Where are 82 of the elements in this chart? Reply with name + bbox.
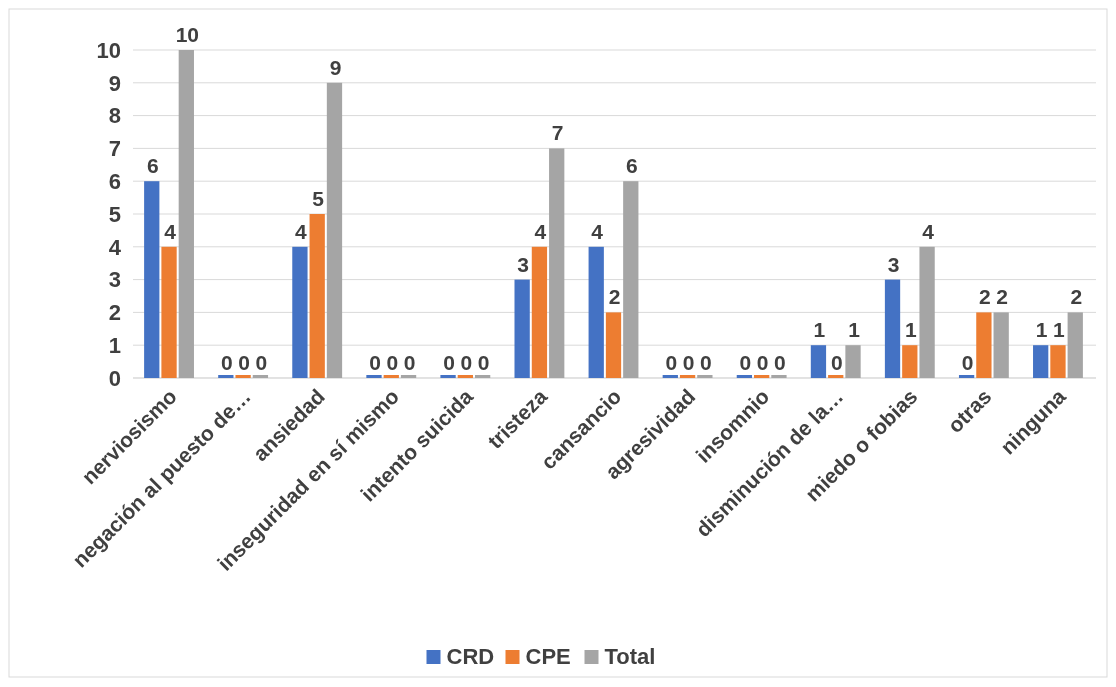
data-label: 4: [534, 219, 547, 243]
data-label: 4: [295, 219, 308, 243]
data-label: 2: [1070, 285, 1083, 309]
data-label: 10: [175, 23, 199, 46]
bar: [366, 375, 382, 378]
data-label: 4: [591, 219, 604, 243]
bar: [958, 375, 975, 378]
data-label: 0: [255, 351, 268, 374]
data-label: 0: [700, 351, 712, 374]
y-tick-label: 3: [108, 267, 121, 293]
y-tick-label: 7: [108, 136, 121, 162]
data-label: 1: [1053, 318, 1066, 342]
bar: [588, 246, 604, 378]
bar: [457, 375, 473, 378]
data-label: 3: [887, 252, 900, 276]
legend-label: CPE: [525, 644, 571, 669]
data-label: 3: [517, 252, 529, 276]
data-label: 0: [460, 351, 473, 374]
data-label: 0: [477, 351, 490, 374]
y-tick-label: 1: [108, 332, 121, 358]
data-label: 1: [813, 318, 826, 342]
data-label: 1: [904, 318, 917, 342]
data-label: 0: [665, 351, 678, 374]
data-label: 0: [682, 351, 695, 374]
data-label: 2: [979, 285, 991, 309]
bar: [828, 375, 844, 378]
bar: [679, 375, 696, 378]
y-tick-label: 6: [108, 168, 121, 194]
bar: [605, 312, 622, 378]
data-label: 4: [922, 219, 935, 243]
bar: [1067, 312, 1083, 378]
data-label: 0: [739, 351, 752, 374]
bar: [623, 181, 639, 378]
y-tick-label: 8: [108, 103, 121, 129]
bar: [161, 246, 177, 378]
bar: [326, 82, 343, 378]
bar: [235, 375, 251, 378]
legend-label: CRD: [446, 644, 495, 669]
data-label: 1: [848, 318, 861, 342]
data-label: 2: [996, 285, 1009, 309]
data-label: 0: [756, 351, 769, 374]
data-label: 5: [312, 187, 325, 210]
data-label: 6: [625, 154, 638, 178]
bar: [514, 279, 530, 378]
data-label: 6: [146, 154, 159, 178]
bar: [754, 375, 770, 378]
data-label: 0: [386, 351, 399, 374]
bar: [218, 375, 234, 378]
bar: [292, 246, 308, 378]
legend-label: Total: [604, 644, 656, 669]
bar: [383, 375, 399, 378]
bar: [144, 181, 160, 378]
bar: [178, 50, 194, 378]
bar: [531, 246, 548, 378]
y-tick-label: 9: [108, 70, 121, 96]
data-label: 0: [369, 351, 381, 374]
y-tick-label: 2: [108, 300, 121, 326]
data-label: 9: [329, 55, 342, 79]
bar: [884, 279, 901, 378]
y-tick-label: 10: [96, 37, 121, 63]
data-label: 7: [551, 121, 564, 145]
y-tick-label: 5: [108, 201, 121, 227]
y-tick-label: 0: [108, 365, 121, 391]
data-label: 0: [403, 351, 416, 374]
bar: [993, 312, 1009, 378]
bar: [309, 214, 325, 378]
y-tick-label: 4: [108, 234, 122, 260]
data-label: 0: [961, 351, 974, 374]
bar: [549, 148, 565, 378]
bar: [662, 375, 678, 378]
data-label: 0: [220, 351, 233, 374]
data-label: 0: [830, 351, 843, 374]
data-label: 1: [1035, 318, 1048, 342]
data-label: 0: [238, 351, 250, 374]
data-label: 4: [164, 219, 177, 243]
data-label: 2: [608, 285, 621, 309]
data-label: 0: [774, 351, 786, 374]
bar: [736, 375, 753, 378]
bar: [976, 312, 992, 378]
bar: [440, 375, 456, 378]
bar: [919, 246, 935, 378]
data-label: 0: [443, 351, 455, 374]
